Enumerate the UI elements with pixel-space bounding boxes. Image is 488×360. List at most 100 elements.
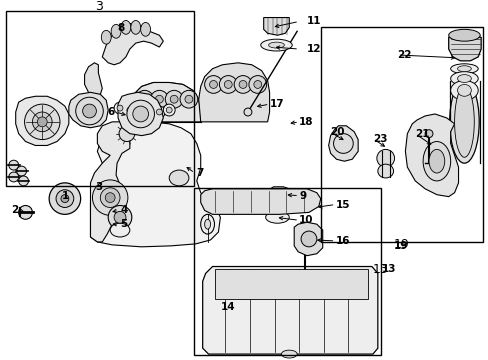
Ellipse shape [131, 21, 141, 34]
Ellipse shape [268, 42, 284, 48]
Ellipse shape [136, 90, 153, 108]
Ellipse shape [281, 350, 297, 358]
Polygon shape [90, 122, 220, 247]
Ellipse shape [150, 90, 168, 108]
Text: 21: 21 [414, 129, 429, 139]
Bar [193, 188, 380, 355]
Ellipse shape [204, 76, 222, 93]
Ellipse shape [301, 231, 316, 247]
Text: 16: 16 [335, 236, 349, 246]
Ellipse shape [105, 193, 115, 203]
Ellipse shape [200, 214, 214, 234]
Ellipse shape [37, 117, 47, 127]
Ellipse shape [166, 107, 172, 113]
Ellipse shape [253, 81, 261, 89]
Ellipse shape [457, 66, 470, 72]
Polygon shape [200, 189, 320, 214]
Ellipse shape [108, 206, 132, 229]
Text: 12: 12 [306, 44, 321, 54]
Ellipse shape [224, 81, 232, 89]
Ellipse shape [265, 211, 289, 223]
Polygon shape [267, 187, 297, 214]
Ellipse shape [333, 134, 352, 153]
Ellipse shape [32, 112, 52, 132]
Polygon shape [90, 122, 130, 242]
Polygon shape [328, 126, 357, 161]
Ellipse shape [156, 109, 162, 115]
Bar [215, 270, 367, 299]
Ellipse shape [275, 194, 289, 207]
Ellipse shape [146, 109, 152, 115]
Text: 8: 8 [117, 23, 124, 33]
Ellipse shape [244, 108, 251, 116]
Ellipse shape [119, 126, 135, 141]
Ellipse shape [49, 183, 81, 214]
Ellipse shape [61, 195, 69, 203]
Polygon shape [130, 82, 200, 122]
Text: 14: 14 [221, 302, 235, 312]
Ellipse shape [133, 106, 148, 122]
Ellipse shape [422, 141, 450, 181]
Bar [320, 27, 482, 242]
Ellipse shape [450, 81, 477, 100]
Ellipse shape [143, 106, 155, 118]
Polygon shape [102, 23, 163, 65]
Ellipse shape [450, 64, 477, 74]
Polygon shape [69, 92, 108, 128]
Polygon shape [263, 18, 289, 35]
Text: 19: 19 [393, 241, 408, 251]
Text: 17: 17 [269, 99, 284, 109]
Ellipse shape [449, 81, 478, 163]
Ellipse shape [121, 21, 131, 34]
Ellipse shape [155, 95, 163, 103]
Text: 10: 10 [299, 215, 313, 225]
Text: 9: 9 [299, 191, 305, 201]
Ellipse shape [111, 24, 121, 38]
Ellipse shape [114, 211, 126, 223]
Text: 11: 11 [306, 17, 321, 27]
Text: 23: 23 [372, 134, 386, 144]
Text: 1: 1 [62, 191, 69, 201]
Ellipse shape [9, 160, 19, 170]
Text: 5: 5 [120, 219, 127, 229]
Polygon shape [202, 266, 377, 354]
Ellipse shape [260, 39, 292, 51]
Ellipse shape [153, 106, 165, 118]
Ellipse shape [163, 104, 175, 116]
Ellipse shape [76, 97, 103, 125]
Ellipse shape [180, 90, 197, 108]
Ellipse shape [234, 76, 251, 93]
Text: 6: 6 [108, 107, 115, 117]
Ellipse shape [457, 75, 470, 82]
Ellipse shape [165, 90, 183, 108]
Ellipse shape [123, 104, 136, 116]
Ellipse shape [127, 107, 133, 113]
Text: 18: 18 [299, 117, 313, 127]
Ellipse shape [56, 190, 74, 207]
Polygon shape [118, 92, 163, 136]
Ellipse shape [219, 76, 237, 93]
Text: 7: 7 [195, 168, 203, 178]
Ellipse shape [454, 86, 473, 157]
Text: 2: 2 [11, 206, 19, 215]
Polygon shape [198, 63, 269, 122]
Ellipse shape [204, 219, 210, 229]
Ellipse shape [448, 30, 479, 41]
Ellipse shape [19, 176, 28, 186]
Ellipse shape [110, 223, 130, 237]
Ellipse shape [170, 95, 178, 103]
Ellipse shape [184, 95, 192, 103]
Ellipse shape [169, 170, 188, 186]
Ellipse shape [209, 81, 217, 89]
Polygon shape [130, 82, 200, 122]
Ellipse shape [82, 104, 96, 118]
Ellipse shape [114, 102, 126, 114]
Ellipse shape [134, 106, 145, 118]
Text: 22: 22 [397, 50, 411, 60]
Polygon shape [405, 114, 458, 197]
Text: 13: 13 [381, 265, 395, 274]
Ellipse shape [137, 109, 142, 115]
Text: 3: 3 [95, 0, 103, 13]
Ellipse shape [457, 85, 470, 96]
Polygon shape [294, 222, 322, 256]
